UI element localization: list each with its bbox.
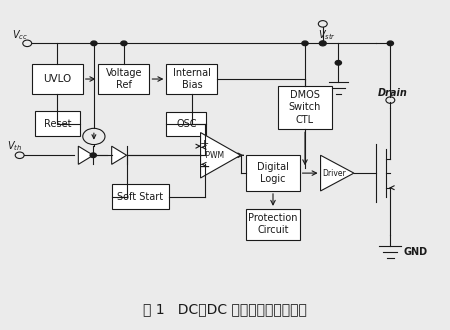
Circle shape xyxy=(302,41,308,46)
Text: $V_{cc}$: $V_{cc}$ xyxy=(12,28,28,42)
Circle shape xyxy=(91,41,97,46)
Text: Voltage
Ref: Voltage Ref xyxy=(106,68,142,90)
FancyBboxPatch shape xyxy=(32,64,83,94)
Polygon shape xyxy=(112,146,126,164)
Circle shape xyxy=(319,41,326,46)
FancyBboxPatch shape xyxy=(112,184,170,209)
Text: Reset: Reset xyxy=(44,118,71,129)
Text: $V_{str}$: $V_{str}$ xyxy=(318,28,336,42)
Text: Digital
Logic: Digital Logic xyxy=(257,162,289,184)
Text: Protection
Circuit: Protection Circuit xyxy=(248,213,298,235)
Text: Drain: Drain xyxy=(378,88,408,98)
Text: −PWM: −PWM xyxy=(199,151,224,160)
Text: UVLO: UVLO xyxy=(43,74,72,84)
Circle shape xyxy=(90,153,96,157)
Text: DMOS
Switch
CTL: DMOS Switch CTL xyxy=(289,90,321,125)
FancyBboxPatch shape xyxy=(166,113,207,136)
Circle shape xyxy=(121,41,127,46)
Circle shape xyxy=(387,41,393,46)
Text: Internal
Bias: Internal Bias xyxy=(173,68,211,90)
Polygon shape xyxy=(320,155,354,191)
Text: $V_{th}$: $V_{th}$ xyxy=(7,139,22,153)
Polygon shape xyxy=(201,133,241,178)
Circle shape xyxy=(335,60,342,65)
Text: Soft Start: Soft Start xyxy=(117,192,164,202)
Text: −: − xyxy=(198,160,210,174)
FancyBboxPatch shape xyxy=(246,155,300,191)
FancyBboxPatch shape xyxy=(99,64,149,94)
Polygon shape xyxy=(78,146,93,164)
FancyBboxPatch shape xyxy=(279,85,332,129)
Text: 图 1   DC－DC 电源管理系统结构图: 图 1 DC－DC 电源管理系统结构图 xyxy=(143,302,307,316)
Text: GND: GND xyxy=(404,247,428,257)
Text: OSC: OSC xyxy=(176,119,197,129)
FancyBboxPatch shape xyxy=(166,64,217,94)
FancyBboxPatch shape xyxy=(35,112,80,136)
Text: +: + xyxy=(199,139,209,148)
FancyBboxPatch shape xyxy=(246,209,300,240)
Text: Driver: Driver xyxy=(322,169,346,178)
